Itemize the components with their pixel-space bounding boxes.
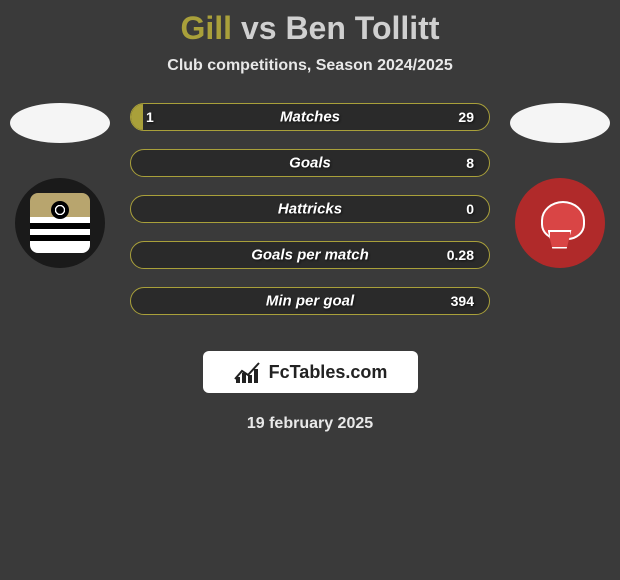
stat-label: Matches — [280, 109, 340, 126]
left-side — [0, 103, 120, 268]
stat-label: Hattricks — [278, 201, 342, 218]
stat-bar-goals: Goals 8 — [130, 149, 490, 177]
stats-column: 1 Matches 29 Goals 8 Hattricks 0 Goals p… — [120, 103, 500, 333]
vs-text: vs — [241, 10, 277, 46]
stat-bar-hattricks: Hattricks 0 — [130, 195, 490, 223]
stat-label: Min per goal — [266, 293, 354, 310]
stat-left-value: 1 — [146, 109, 154, 125]
comparison-card: Gill vs Ben Tollitt Club competitions, S… — [0, 0, 620, 443]
subtitle: Club competitions, Season 2024/2025 — [0, 57, 620, 75]
logo-text: FcTables.com — [269, 362, 388, 383]
player2-name: Ben Tollitt — [285, 10, 439, 46]
stat-right-value: 394 — [451, 293, 474, 309]
player1-flag-icon — [10, 103, 110, 143]
title: Gill vs Ben Tollitt — [0, 10, 620, 47]
stat-fill — [131, 104, 143, 130]
player1-club-badge-icon — [15, 178, 105, 268]
main-row: 1 Matches 29 Goals 8 Hattricks 0 Goals p… — [0, 103, 620, 333]
stat-right-value: 8 — [466, 155, 474, 171]
stat-right-value: 0.28 — [447, 247, 474, 263]
stat-label: Goals per match — [251, 247, 369, 264]
fctables-logo[interactable]: FcTables.com — [203, 351, 418, 393]
stat-bar-goals-per-match: Goals per match 0.28 — [130, 241, 490, 269]
stat-bar-matches: 1 Matches 29 — [130, 103, 490, 131]
stat-bar-min-per-goal: Min per goal 394 — [130, 287, 490, 315]
stat-right-value: 0 — [466, 201, 474, 217]
stat-right-value: 29 — [458, 109, 474, 125]
date-text: 19 february 2025 — [0, 415, 620, 433]
stat-label: Goals — [289, 155, 331, 172]
chart-icon — [233, 359, 263, 385]
player2-club-badge-icon — [515, 178, 605, 268]
player2-flag-icon — [510, 103, 610, 143]
right-side — [500, 103, 620, 268]
player1-name: Gill — [181, 10, 233, 46]
